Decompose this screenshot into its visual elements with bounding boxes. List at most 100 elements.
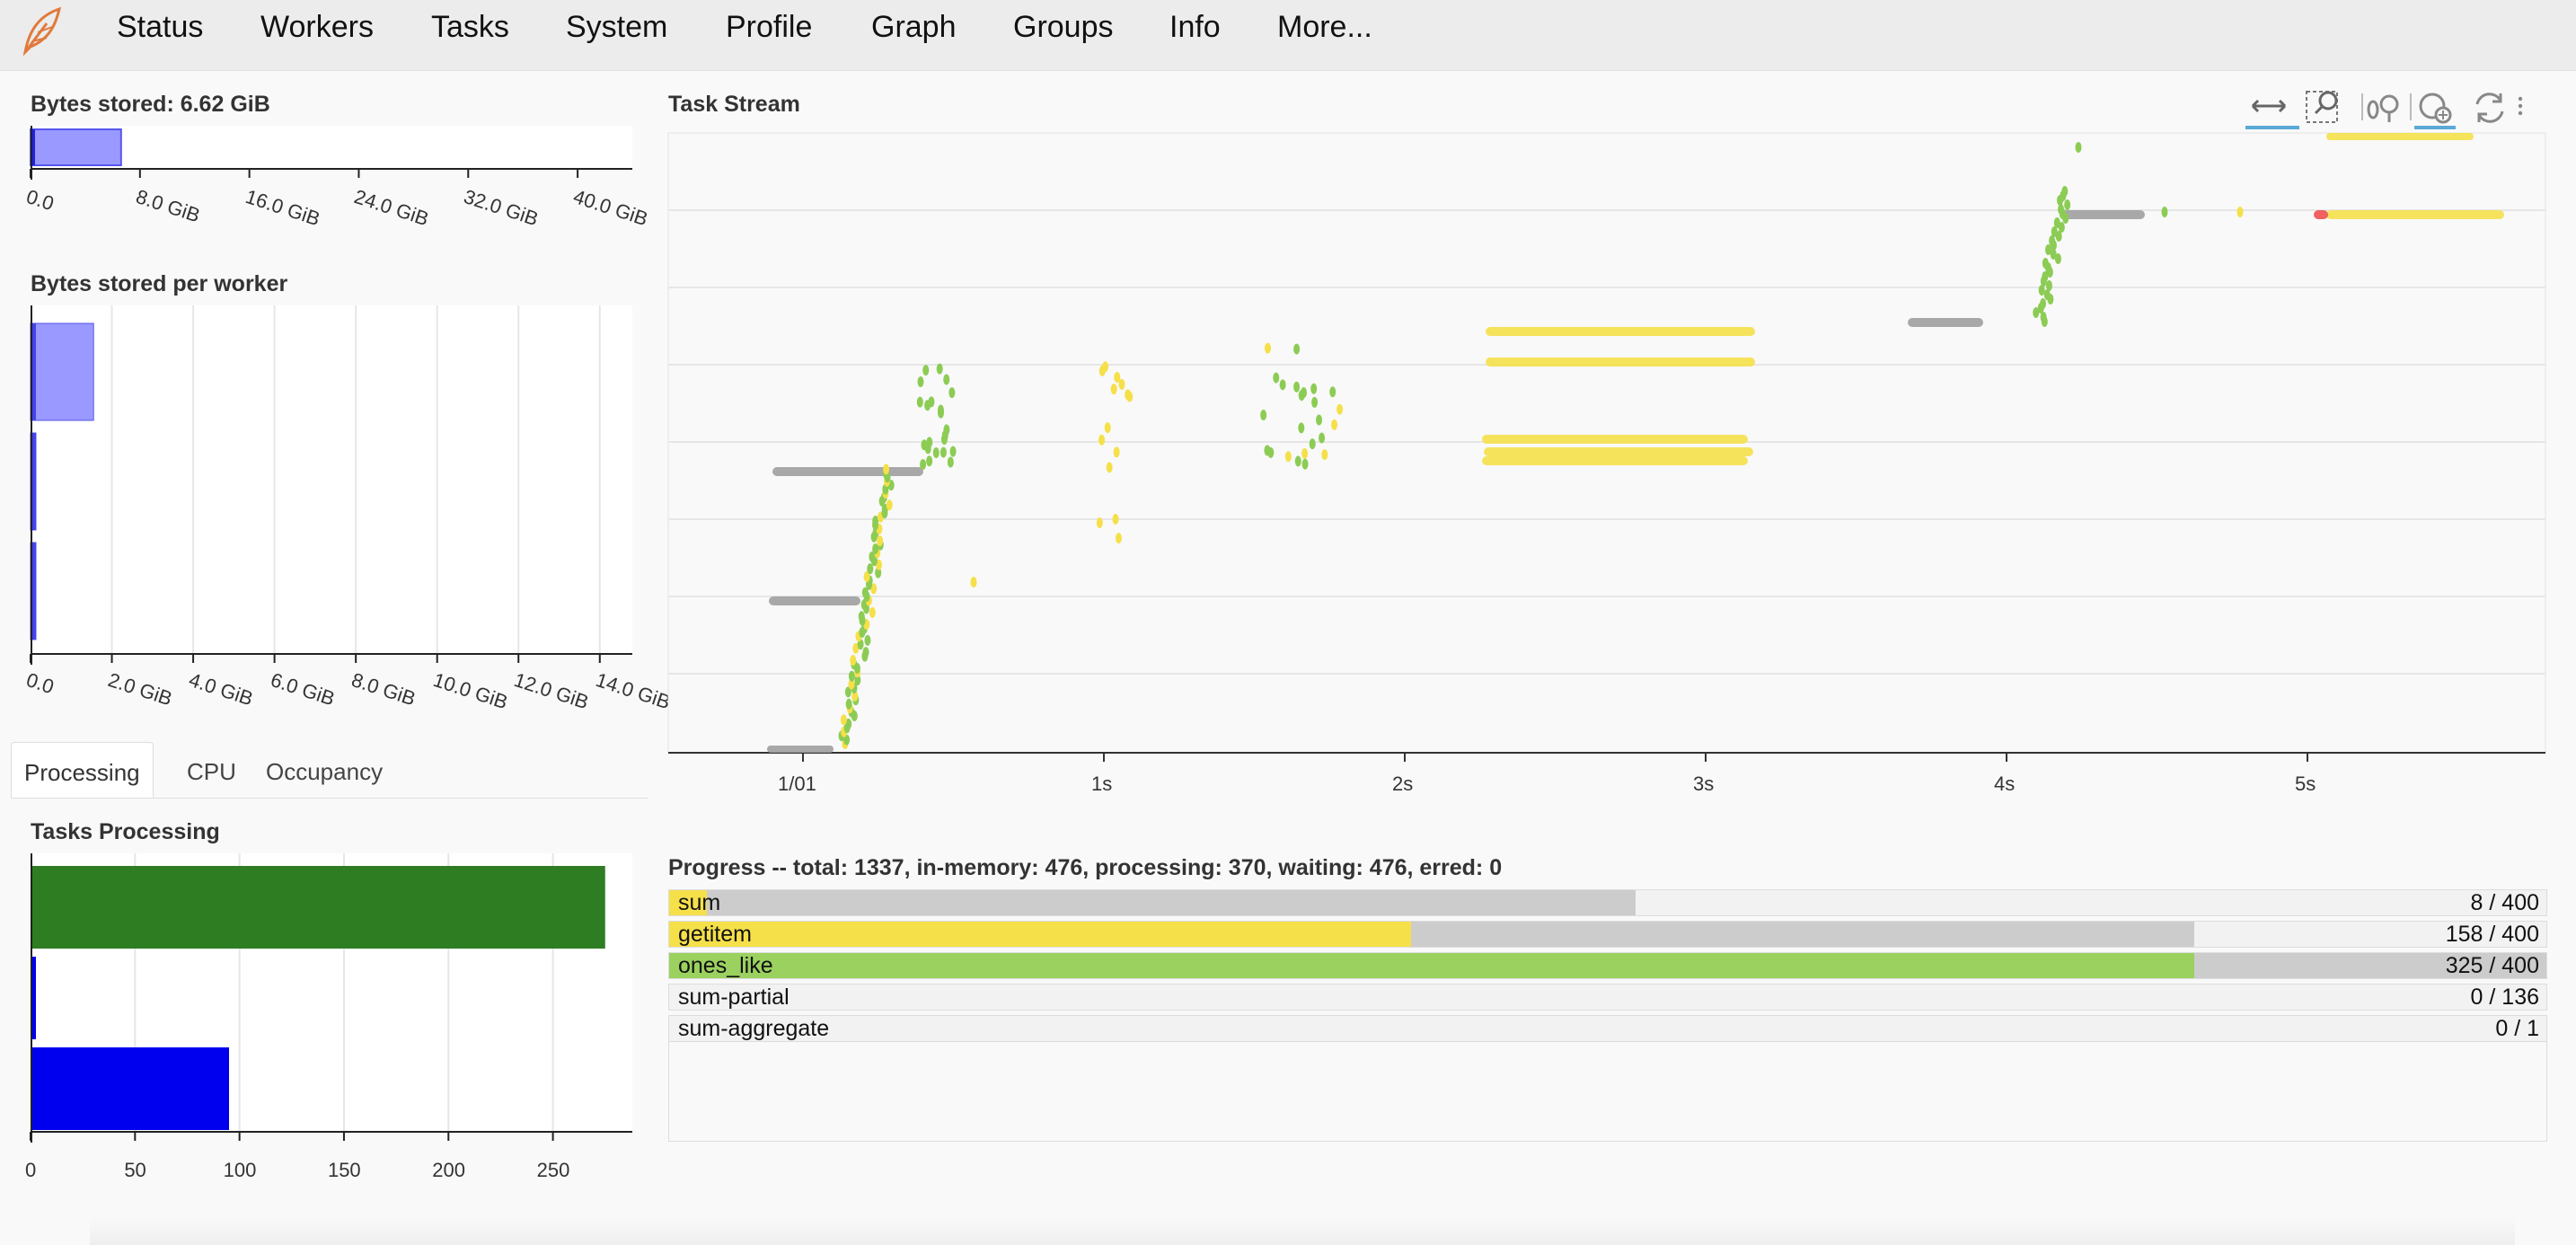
- task-mark: [872, 543, 879, 554]
- task-mark: [861, 587, 869, 598]
- task-mark: [2061, 186, 2069, 197]
- task-mark: [1310, 383, 1318, 394]
- progress-task-name: sum-partial: [678, 985, 790, 1010]
- x-tick-label: 16.0 GiB: [242, 185, 323, 231]
- x-tick-label: 12.0 GiB: [511, 668, 592, 714]
- getitem-bar: [1482, 456, 1748, 465]
- getitem-bar: [1486, 358, 1755, 366]
- more-icon[interactable]: [2510, 84, 2531, 131]
- task-mark: [1331, 419, 1338, 430]
- progress-task-count: 0 / 136: [2470, 985, 2539, 1010]
- tab-processing[interactable]: Processing: [11, 742, 154, 798]
- task-mark: [917, 375, 924, 387]
- error-bar: [2314, 210, 2328, 219]
- task-mark: [2042, 258, 2049, 269]
- task-mark: [1316, 414, 1323, 426]
- zoom-in-icon[interactable]: [2409, 84, 2456, 131]
- task-mark: [943, 374, 950, 385]
- tab-cpu[interactable]: CPU: [187, 758, 236, 785]
- task-mark: [1298, 422, 1305, 434]
- task-mark: [1125, 389, 1132, 401]
- task-mark: [2049, 235, 2056, 246]
- x-tick-label: 4.0 GiB: [186, 668, 256, 711]
- progress-title: Progress -- total: 1337, in-memory: 476,…: [668, 855, 1503, 880]
- task-mark: [2053, 217, 2060, 228]
- nav-system[interactable]: System: [566, 10, 668, 44]
- progress-processing-segment: [2194, 953, 2546, 978]
- x-tick-label: 100: [223, 1159, 257, 1181]
- task-mark: [848, 670, 855, 682]
- task-mark: [937, 407, 944, 419]
- progress-task-name: sum-aggregate: [678, 1016, 830, 1041]
- x-tick-label: 200: [432, 1159, 465, 1181]
- task-mark: [854, 675, 861, 686]
- x-tick-label: 1/01: [778, 773, 816, 795]
- task-mark: [924, 443, 931, 455]
- x-tick-label: 8.0 GiB: [348, 668, 419, 711]
- nav-graph[interactable]: Graph: [871, 10, 957, 44]
- task-mark: [941, 429, 948, 441]
- nav-profile[interactable]: Profile: [726, 10, 813, 44]
- progress-done-segment: [669, 890, 707, 915]
- nav-workers[interactable]: Workers: [260, 10, 374, 44]
- progress-task-count: 325 / 400: [2445, 953, 2539, 978]
- x-tick-label: 2.0 GiB: [104, 668, 175, 711]
- task-mark: [920, 458, 927, 470]
- tab-occupancy[interactable]: Occupancy: [266, 758, 384, 785]
- task-stream-chart[interactable]: [667, 132, 2547, 762]
- task-mark: [1096, 517, 1103, 528]
- processing-bar: [31, 1047, 230, 1130]
- box-zoom-icon[interactable]: [2301, 84, 2348, 131]
- getitem-bar: [1486, 327, 1755, 336]
- task-mark: [916, 396, 923, 408]
- nav-groups[interactable]: Groups: [1013, 10, 1114, 44]
- task-mark: [867, 563, 874, 575]
- task-mark: [1104, 422, 1111, 434]
- task-mark: [864, 634, 871, 646]
- bytes-stored-bar: [30, 128, 122, 166]
- reset-icon[interactable]: [2466, 84, 2513, 131]
- task-mark: [1110, 384, 1117, 395]
- nav-info[interactable]: Info: [1169, 10, 1221, 44]
- task-mark: [852, 642, 860, 654]
- dask-leaf-icon[interactable]: [20, 5, 65, 57]
- task-mark: [2054, 253, 2061, 264]
- progress-task-name: ones_like: [678, 953, 773, 978]
- tasks-processing-chart: [30, 853, 632, 1143]
- task-mark: [1118, 378, 1125, 390]
- nav-status[interactable]: Status: [117, 10, 204, 44]
- getitem-bar: [2326, 133, 2474, 140]
- progress-task-count: 8 / 400: [2470, 890, 2539, 915]
- task-mark: [2043, 289, 2051, 300]
- task-mark: [2075, 142, 2082, 153]
- task-mark: [1273, 372, 1280, 384]
- worker-bar: [30, 322, 94, 421]
- x-tick-label: 0.0: [23, 185, 57, 216]
- getitem-bar: [1482, 435, 1748, 444]
- task-mark: [2050, 249, 2057, 260]
- task-mark: [845, 698, 852, 710]
- x-tick-label: 4s: [1994, 773, 2016, 795]
- worker-bar-edge: [31, 543, 36, 640]
- transfer-bar: [2062, 210, 2145, 219]
- task-mark: [872, 516, 879, 526]
- progress-task-name: sum: [678, 890, 721, 915]
- task-mark: [2044, 244, 2051, 255]
- getitem-bar: [1484, 447, 1753, 456]
- x-tick-label: 0: [25, 1159, 37, 1181]
- pan-icon[interactable]: [2245, 84, 2299, 131]
- nav-more[interactable]: More...: [1277, 10, 1372, 44]
- nav-tasks[interactable]: Tasks: [431, 10, 509, 44]
- progress-done-segment: [669, 922, 1411, 947]
- transfer-bar: [769, 596, 860, 605]
- task-stream-title: Task Stream: [668, 92, 800, 117]
- x-tick-label: 32.0 GiB: [461, 185, 542, 231]
- task-mark: [936, 363, 943, 375]
- processing-bar: [31, 866, 605, 949]
- wheel-zoom-icon[interactable]: [2357, 84, 2404, 131]
- tab-bar: Processing CPU Occupancy: [11, 742, 648, 799]
- progress-empty-area: [668, 1042, 2547, 1142]
- task-mark: [875, 567, 882, 578]
- transfer-bar: [767, 746, 834, 753]
- progress-row-sum: sum 8 / 400: [668, 889, 2547, 916]
